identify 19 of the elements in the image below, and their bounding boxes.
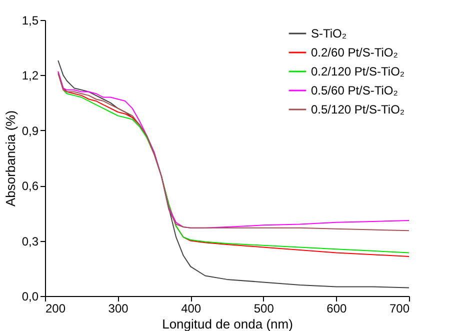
y-tick-label: 0,6 [22, 179, 39, 194]
y-tick-label: 0,9 [22, 124, 39, 138]
legend-label: 0.5/120 Pt/S-TiO₂ [311, 102, 405, 116]
y-tick-label: 1,5 [22, 14, 39, 28]
x-tick-label: 200 [46, 302, 66, 316]
legend-label: 0.5/60 Pt/S-TiO₂ [311, 84, 398, 98]
legend-label: 0.2/60 Pt/S-TiO₂ [311, 46, 398, 60]
legend-label: 0.2/120 Pt/S-TiO₂ [311, 64, 405, 78]
y-axis-title: Absorbancia (%) [2, 110, 18, 207]
x-tick-label: 600 [326, 302, 348, 316]
x-tick-label: 500 [254, 302, 274, 316]
y-tick-label: 0,0 [22, 290, 39, 304]
y-tick-label: 1,2 [22, 68, 39, 83]
legend-label: S-TiO₂ [311, 26, 347, 40]
x-tick-label: 400 [181, 302, 202, 316]
y-tick-label: 0,3 [22, 234, 39, 248]
x-axis-title: Longitud de onda (nm) [162, 316, 293, 331]
x-tick-label: 700 [389, 302, 410, 316]
x-tick-label: 300 [108, 302, 129, 316]
